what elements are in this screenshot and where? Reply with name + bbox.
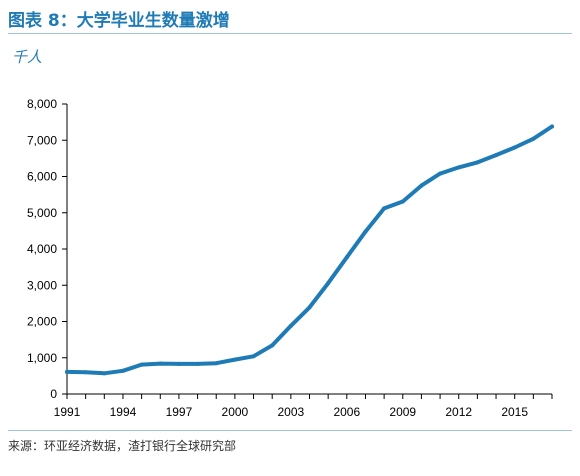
x-tick-label: 2015 [501,405,528,419]
data-point [456,165,461,170]
data-point [531,136,536,141]
data-point [158,361,163,366]
data-point [232,357,237,362]
data-point [251,354,256,359]
source-note: 来源：环亚经济数据，渣打银行全球研究部 [8,439,237,453]
x-tick-label: 1994 [110,405,137,419]
y-tick-label: 1,000 [27,351,57,365]
data-point [288,323,293,328]
data-point [494,153,499,158]
data-point [102,371,107,376]
y-tick-label: 3,000 [27,278,57,292]
y-tick-label: 5,000 [27,206,57,220]
unit-label: 千人 [12,48,43,66]
data-point [363,229,368,234]
data-point [344,255,349,260]
title-divider [8,33,572,34]
y-tick-label: 4,000 [27,242,57,256]
figure-title: 图表 8：大学毕业生数量激增 [8,11,230,31]
data-point [83,370,88,375]
data-point [195,361,200,366]
y-tick-label: 7,000 [27,133,57,147]
data-point [139,362,144,367]
data-point [438,171,443,176]
series-layer [65,124,554,376]
y-tick-label: 6,000 [27,170,57,184]
x-axis: 1991 1994 1997 2000 2003 2006 2009 2012 2015 [54,393,553,419]
data-point [214,361,219,366]
footer-divider [8,430,572,431]
data-point [120,368,125,373]
x-tick-label: 2012 [445,405,472,419]
data-point [550,124,554,129]
x-tick-label: 2000 [222,405,249,419]
data-point [176,361,181,366]
data-point [475,160,480,165]
data-point [307,305,312,310]
x-tick-label: 1997 [166,405,193,419]
y-tick-label: 0 [50,387,57,401]
x-tick-label: 2003 [277,405,304,419]
data-point [400,199,405,204]
x-tick-label: 1991 [54,405,81,419]
data-point [382,206,387,211]
data-point [270,343,275,348]
data-point [419,183,424,188]
y-axis: 0 1,000 2,000 3,000 4,000 5,000 6,000 7,000 8,00… [27,97,68,401]
data-point [65,369,69,374]
data-point [512,145,517,150]
x-tick-label: 2006 [333,405,360,419]
x-tick-label: 2009 [389,405,416,419]
y-tick-label: 8,000 [27,97,57,111]
series-line [65,124,554,376]
y-tick-label: 2,000 [27,315,57,329]
data-point [326,281,331,286]
